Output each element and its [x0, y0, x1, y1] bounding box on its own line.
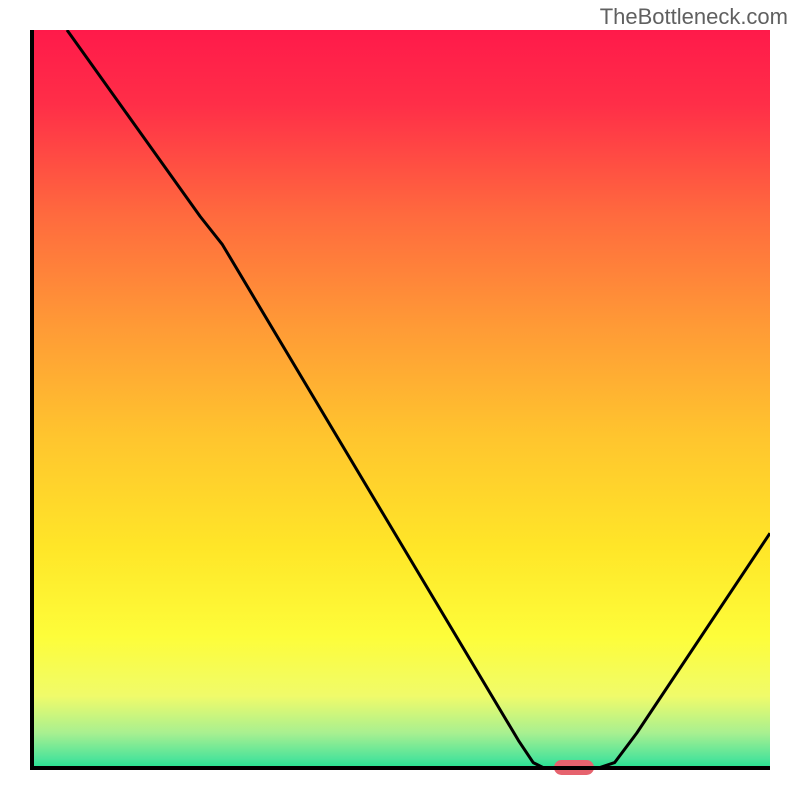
- chart-axes: [30, 30, 770, 770]
- bottleneck-chart: [30, 30, 770, 770]
- watermark-text: TheBottleneck.com: [600, 4, 788, 30]
